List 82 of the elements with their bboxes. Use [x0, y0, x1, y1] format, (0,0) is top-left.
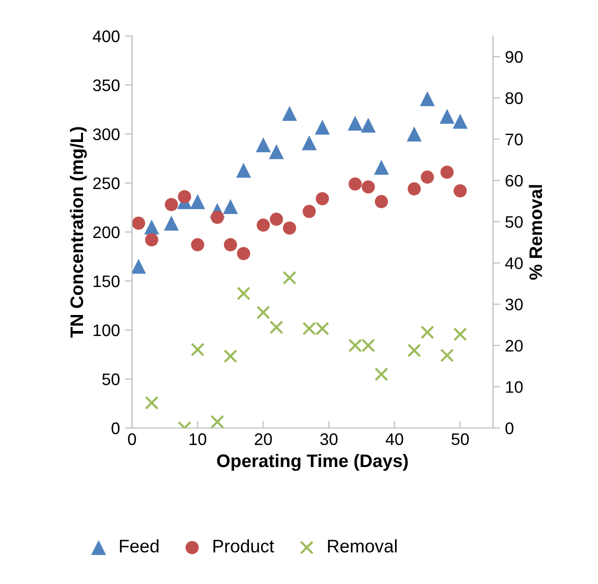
y2-tick-label: 40: [505, 257, 523, 270]
legend-label: Product: [213, 539, 274, 552]
point: [282, 221, 296, 235]
point: [236, 246, 250, 260]
y2-tick-label: 80: [506, 92, 523, 104]
point: [302, 204, 316, 218]
legend-label: Removal: [328, 539, 397, 552]
point: [224, 349, 238, 364]
point: [190, 194, 206, 210]
y2-tick-label: 0: [505, 422, 514, 434]
point: [223, 199, 238, 214]
point: [191, 238, 204, 252]
point: [164, 216, 179, 231]
y-tick-label: 200: [93, 226, 120, 238]
point: [210, 414, 224, 428]
point: [420, 170, 434, 184]
point: [420, 325, 434, 340]
point: [164, 198, 178, 212]
point: [236, 162, 252, 178]
y-tick-label: 100: [94, 324, 120, 336]
x-axis-title: Operating Time (Days): [217, 454, 408, 471]
x-tick-label: 30: [320, 433, 338, 446]
point: [302, 135, 317, 150]
y-tick-label: 250: [93, 177, 120, 190]
point: [348, 177, 362, 191]
y-tick-label: 150: [94, 275, 120, 288]
point: [374, 160, 389, 175]
point: [144, 220, 160, 235]
point: [270, 212, 283, 226]
point: [374, 195, 388, 208]
y-tick-label: 400: [92, 30, 120, 42]
point: [408, 182, 421, 196]
x-tick-label: 40: [386, 433, 404, 446]
point: [406, 126, 422, 142]
point: [270, 320, 284, 334]
point: [268, 144, 284, 160]
point: [256, 137, 271, 152]
y2-tick-label: 20: [506, 340, 523, 352]
point: [210, 210, 224, 224]
point: [236, 286, 250, 300]
point: [407, 344, 422, 358]
x-tick-label: 50: [452, 433, 469, 446]
y-tick-label: 350: [93, 79, 120, 92]
point: [145, 233, 158, 246]
x-tick-label: 0: [128, 433, 136, 446]
point: [190, 342, 204, 356]
legend-label: Feed: [120, 539, 158, 552]
y-tick-label: 0: [112, 422, 120, 434]
point: [314, 120, 330, 135]
y2-tick-label: 90: [506, 51, 523, 63]
y2-tick-label: 70: [506, 134, 523, 146]
x-tick-label: 20: [254, 433, 272, 446]
point: [374, 368, 388, 382]
y-tick-label: 50: [102, 373, 120, 386]
point: [440, 348, 454, 362]
point: [282, 106, 297, 121]
point: [453, 327, 468, 342]
y-axis-title: TN Concentration (mg/L): [70, 127, 87, 338]
y2-axis-title: % Removal: [528, 185, 542, 280]
point: [282, 270, 296, 285]
point: [178, 190, 192, 204]
point: [452, 114, 468, 129]
point: [360, 118, 376, 133]
point: [132, 258, 146, 274]
y2-tick-label: 30: [505, 298, 523, 310]
point: [454, 184, 467, 198]
x-tick-label: 10: [190, 433, 206, 446]
point: [440, 108, 454, 124]
y-tick-label: 300: [93, 128, 120, 140]
point: [256, 306, 270, 320]
point: [316, 192, 329, 206]
point: [224, 238, 238, 252]
point: [256, 218, 270, 232]
y2-tick-label: 50: [505, 216, 523, 228]
point: [144, 396, 159, 410]
point: [348, 116, 363, 131]
point: [132, 216, 146, 230]
y2-tick-label: 10: [506, 381, 523, 393]
y2-tick-label: 60: [506, 174, 523, 187]
point: [362, 180, 375, 194]
point: [440, 166, 454, 179]
point: [420, 91, 435, 106]
